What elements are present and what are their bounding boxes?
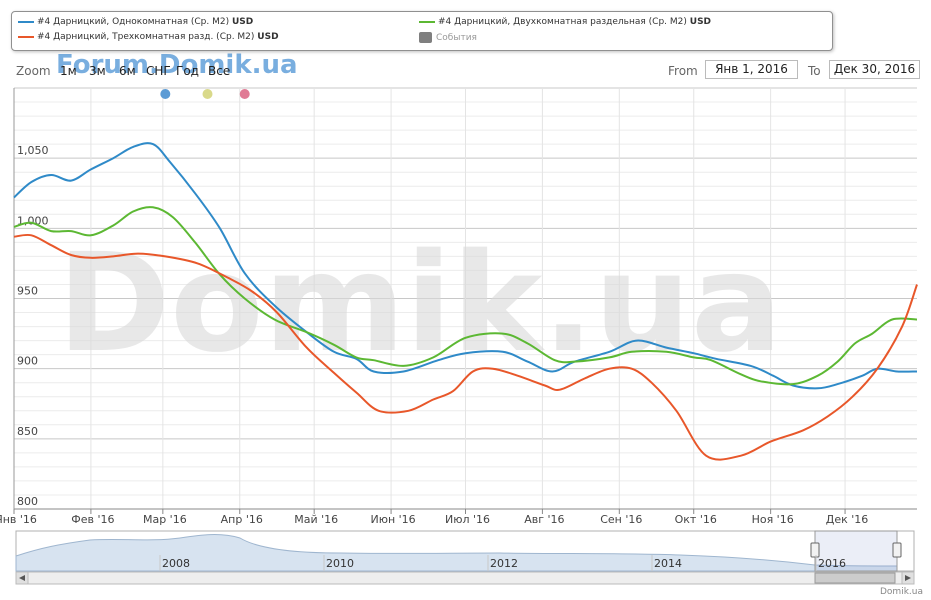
zoom-button-all[interactable]: Все <box>208 64 231 78</box>
legend-unit: USD <box>689 17 712 27</box>
arrow-left-icon <box>19 575 25 581</box>
flag-markers <box>160 89 250 99</box>
navigator-year-label: 2008 <box>162 557 190 570</box>
series-line-2[interactable] <box>13 206 918 386</box>
zoom-button-3m[interactable]: 3м <box>89 64 106 78</box>
legend-line-icon <box>18 35 34 38</box>
legend-label: #4 Дарницкий, Трехкомнатная разд. (Ср. М… <box>37 32 255 42</box>
legend-label: #4 Дарницкий, Двухкомнатная раздельная (… <box>438 17 687 27</box>
from-date-input[interactable]: Янв 1, 2016 <box>705 60 798 79</box>
y-tick-label: 850 <box>17 425 38 438</box>
legend[interactable]: #4 Дарницкий, Однокомнатная (Ср. М2) USD… <box>11 11 833 51</box>
navigator-handle[interactable] <box>892 542 902 558</box>
credits-link[interactable]: Domik.ua <box>880 587 923 597</box>
event-marker[interactable] <box>239 89 250 99</box>
legend-label: События <box>436 33 477 43</box>
scrollbar-track[interactable] <box>15 571 915 585</box>
to-label: To <box>808 64 821 78</box>
legend-line-icon <box>419 20 435 23</box>
x-tick-label: Апр '16 <box>221 513 263 526</box>
navigator-year-label: 2014 <box>654 557 682 570</box>
navigator-area <box>15 534 898 572</box>
y-tick-label: 900 <box>17 355 38 368</box>
legend-item-one-room[interactable]: #4 Дарницкий, Однокомнатная (Ср. М2) USD <box>18 17 253 27</box>
x-axis: Янв '16 Фев '16 Мар '16 Апр '16 Май '16 Июн '… <box>0 508 917 526</box>
navigator-handle[interactable] <box>810 542 820 558</box>
x-tick-label: Окт '16 <box>675 513 717 526</box>
series-lines <box>13 142 918 461</box>
event-marker[interactable] <box>160 89 171 99</box>
x-tick-label: Июл '16 <box>445 513 490 526</box>
navigator-year-label: 2010 <box>326 557 354 570</box>
navigator-selection[interactable] <box>814 530 898 572</box>
x-tick-label: Янв '16 <box>0 513 37 526</box>
legend-item-three-room[interactable]: #4 Дарницкий, Трехкомнатная разд. (Ср. М… <box>18 32 279 42</box>
from-label: From <box>668 64 698 78</box>
zoom-button-year[interactable]: Год <box>176 64 199 78</box>
navigator-year-label: 2016 <box>818 557 846 570</box>
y-tick-label: 1,050 <box>17 144 49 157</box>
event-marker[interactable] <box>202 89 213 99</box>
legend-item-events[interactable]: События <box>419 32 477 43</box>
navigator-year-label: 2012 <box>490 557 518 570</box>
x-tick-label: Ноя '16 <box>752 513 794 526</box>
x-tick-label: Июн '16 <box>370 513 415 526</box>
zoom-button-ytd[interactable]: СНГ <box>146 64 171 78</box>
legend-unit: USD <box>231 17 254 27</box>
navigator[interactable]: 2008 2010 2012 2014 2016 <box>15 530 915 585</box>
y-tick-label: 950 <box>17 285 38 298</box>
x-tick-label: Мар '16 <box>143 513 187 526</box>
x-tick-label: Фев '16 <box>71 513 114 526</box>
watermark-forum: Forum.Domik.ua <box>56 50 298 80</box>
zoom-label: Zoom <box>16 64 51 78</box>
x-tick-label: Май '16 <box>294 513 338 526</box>
grid <box>13 87 917 510</box>
y-tick-label: 800 <box>17 495 38 508</box>
events-box-icon <box>419 32 432 43</box>
zoom-button-1m[interactable]: 1м <box>60 64 77 78</box>
scrollbar-thumb[interactable] <box>814 572 896 584</box>
watermark-main: Domik.ua <box>57 225 782 383</box>
legend-label: #4 Дарницкий, Однокомнатная (Ср. М2) <box>37 17 230 27</box>
zoom-button-6m[interactable]: 6м <box>119 64 136 78</box>
x-tick-label: Сен '16 <box>600 513 642 526</box>
y-axis: 800 850 900 950 1,000 1,050 <box>13 88 49 509</box>
to-date-input[interactable]: Дек 30, 2016 <box>829 60 920 79</box>
x-tick-label: Дек '16 <box>826 513 869 526</box>
x-tick-label: Авг '16 <box>524 513 564 526</box>
legend-item-two-room[interactable]: #4 Дарницкий, Двухкомнатная раздельная (… <box>419 17 711 27</box>
y-tick-label: 1,000 <box>17 214 49 227</box>
legend-line-icon <box>18 20 34 23</box>
series-line-3[interactable] <box>13 233 918 461</box>
legend-unit: USD <box>257 32 279 42</box>
range-toolbar: Zoom 1м 3м 6м СНГ Год Все From Янв 1, 20… <box>14 60 920 80</box>
arrow-right-icon <box>905 575 911 581</box>
